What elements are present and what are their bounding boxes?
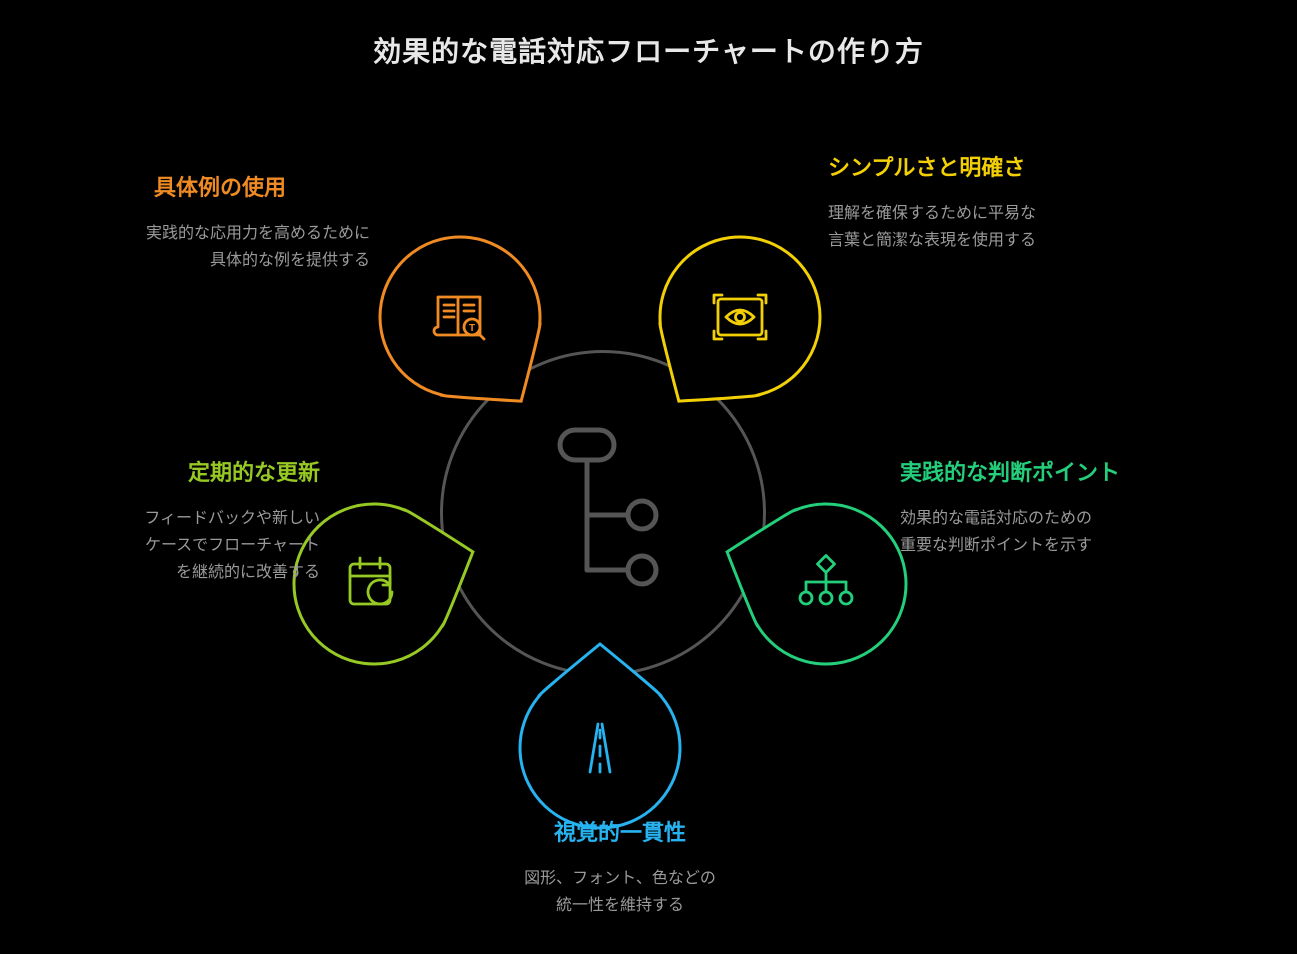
node-examples-heading: 具体例の使用 [70,170,370,202]
node-examples-desc: 実践的な応用力を高めるために具体的な例を提供する [70,220,370,274]
node-simplicity: シンプルさと明確さ理解を確保するために平易な言葉と簡潔な表現を使用する [828,150,1036,254]
node-regular-updates-heading: 定期的な更新 [60,455,320,487]
node-regular-updates-desc: フィードバックや新しいケースでフローチャートを継続的に改善する [60,505,320,587]
node-simplicity-heading: シンプルさと明確さ [828,150,1036,182]
node-decision-points-heading: 実践的な判断ポイント [900,455,1120,487]
center-flow-icon [530,420,680,590]
page-title: 効果的な電話対応フローチャートの作り方 [0,30,1297,70]
node-regular-updates: 定期的な更新フィードバックや新しいケースでフローチャートを継続的に改善する [60,455,320,587]
petal-simplicity [620,197,860,437]
node-visual-consistency-heading: 視覚的一貫性 [470,815,770,847]
node-decision-points-desc: 効果的な電話対応のための重要な判断ポイントを示す [900,505,1120,559]
node-visual-consistency-desc: 図形、フォント、色などの統一性を維持する [470,865,770,919]
svg-text:T: T [469,323,475,334]
node-simplicity-desc: 理解を確保するために平易な言葉と簡潔な表現を使用する [828,200,1036,254]
node-decision-points: 実践的な判断ポイント効果的な電話対応のための重要な判断ポイントを示す [900,455,1120,559]
node-examples: 具体例の使用実践的な応用力を高めるために具体的な例を提供する [70,170,370,274]
petal-examples: T [340,197,580,437]
node-visual-consistency: 視覚的一貫性図形、フォント、色などの統一性を維持する [470,815,770,919]
